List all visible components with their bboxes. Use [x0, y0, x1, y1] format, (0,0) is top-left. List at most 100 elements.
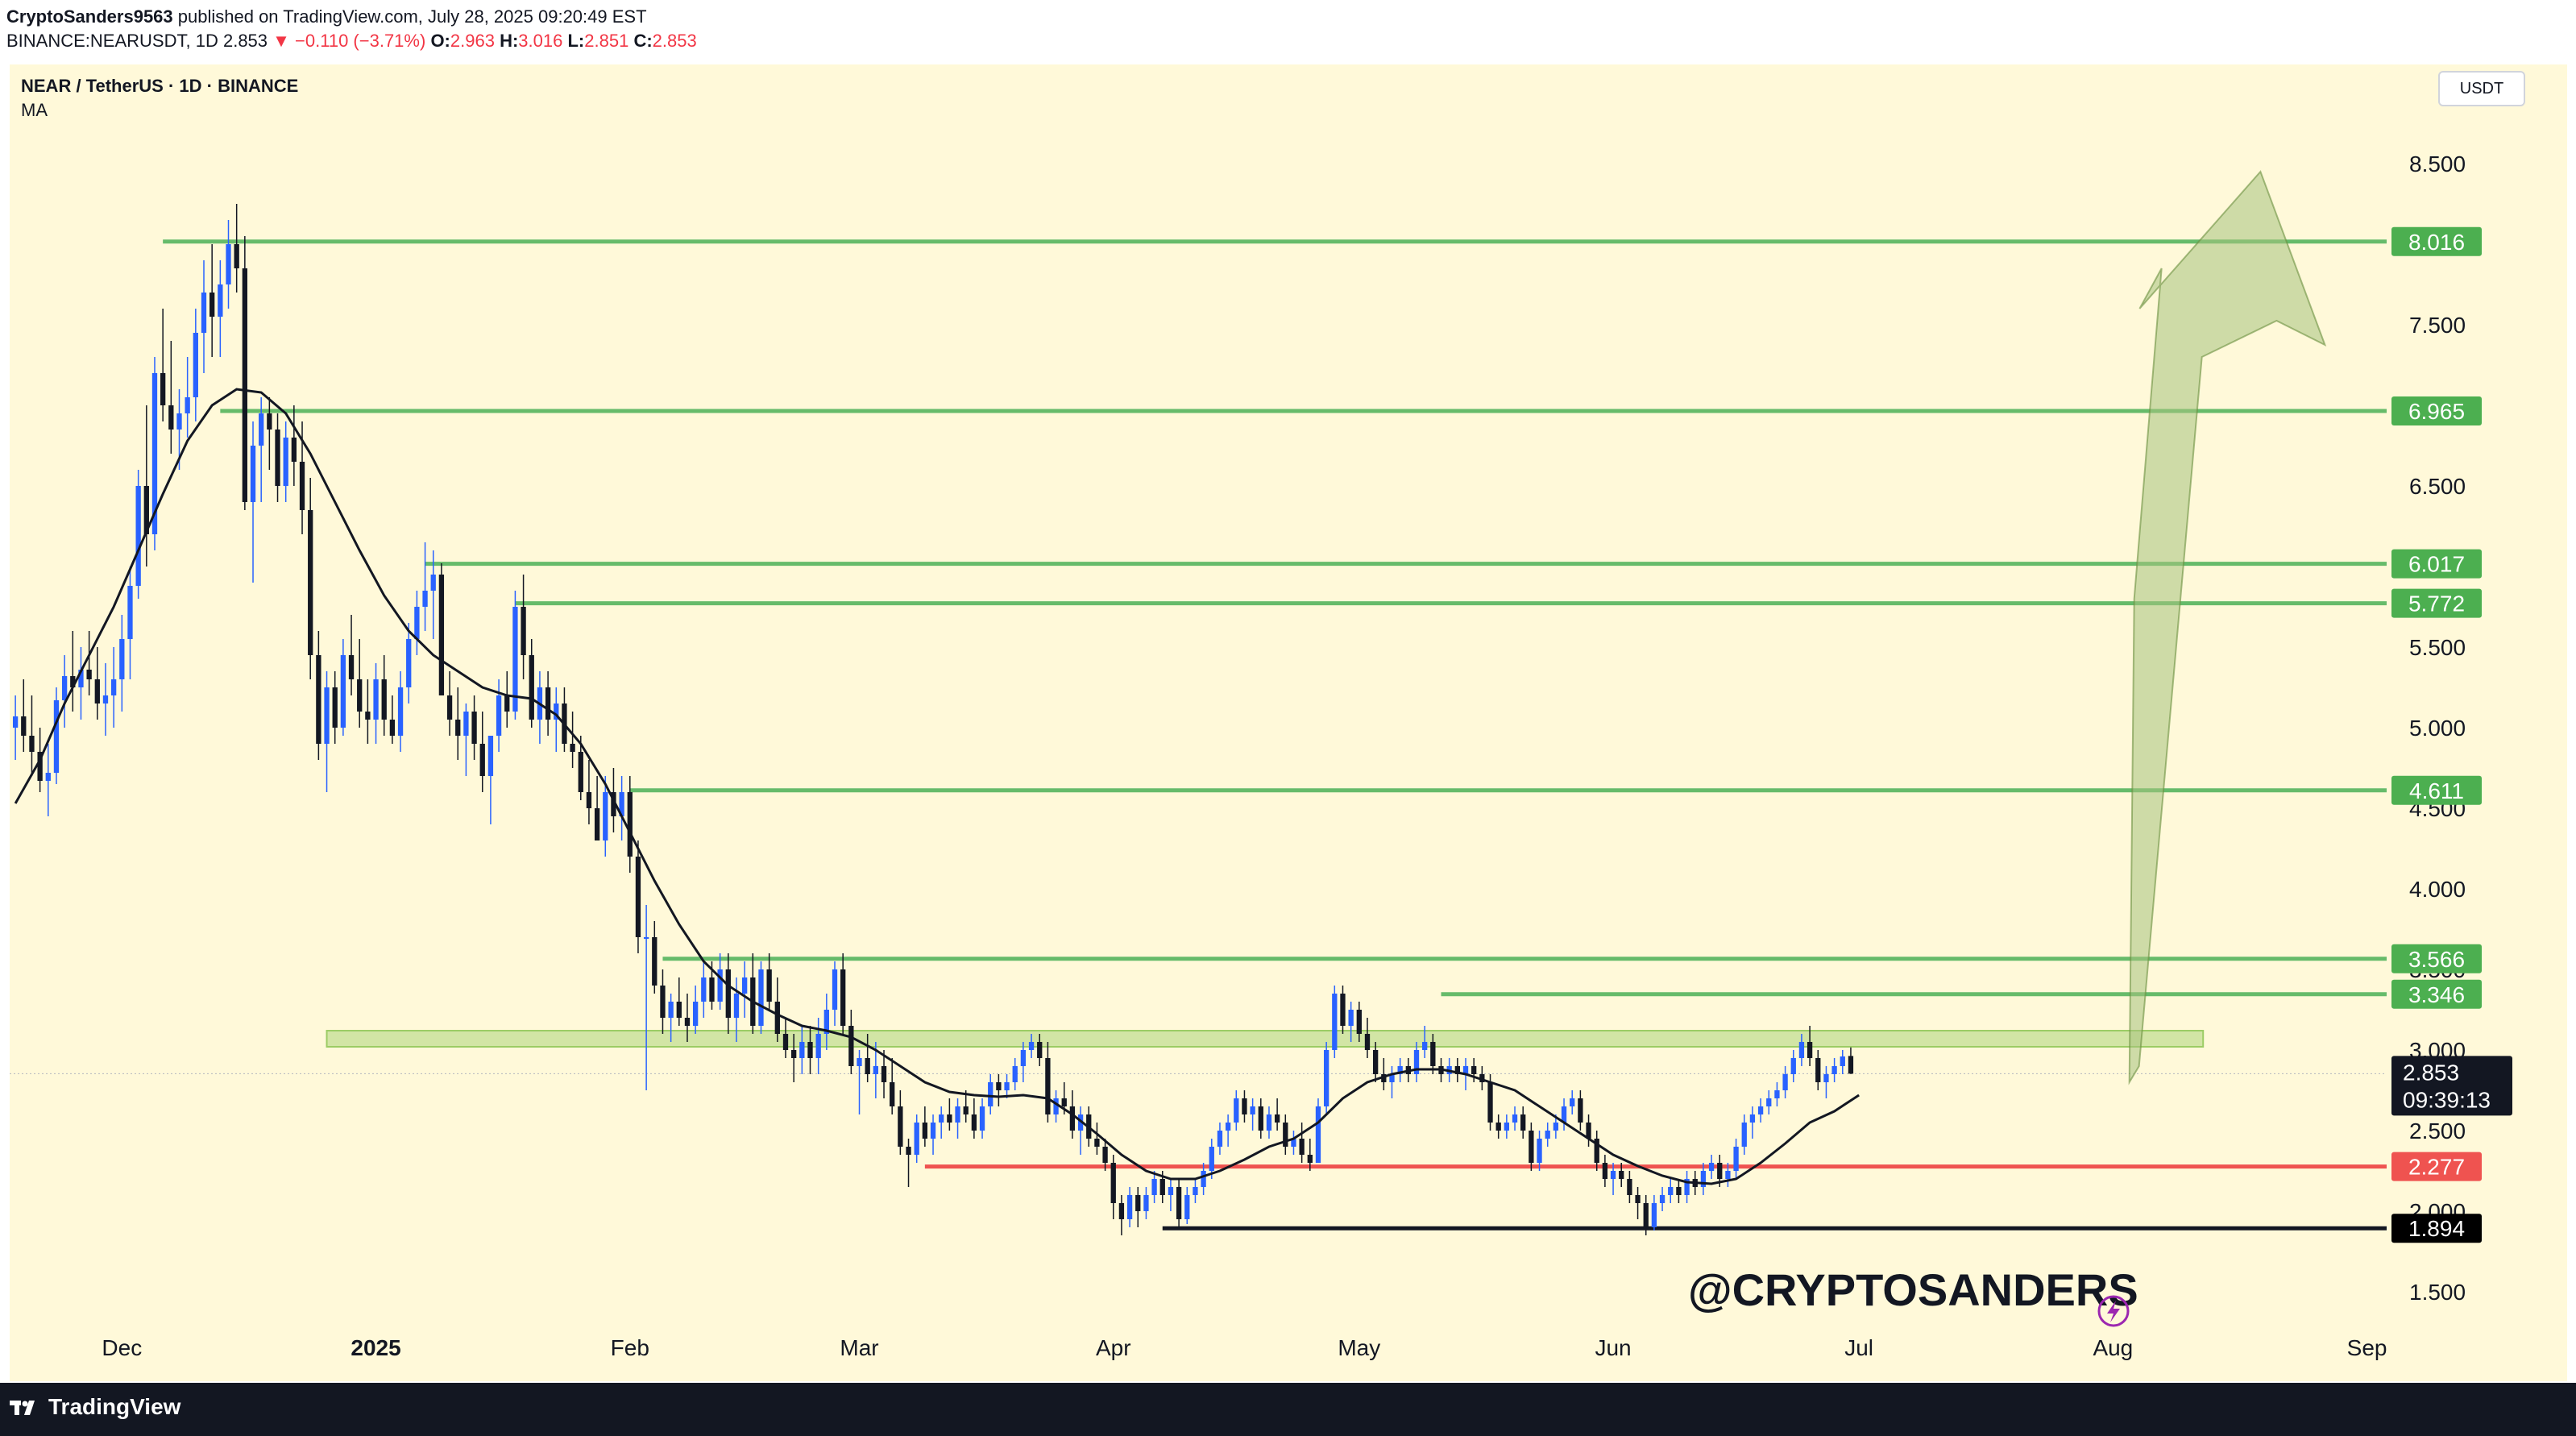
candle-body[interactable] [1364, 1034, 1371, 1050]
candle-body[interactable] [823, 1010, 829, 1034]
candle-body[interactable] [37, 752, 43, 781]
candle-body[interactable] [1225, 1123, 1231, 1131]
candle-body[interactable] [865, 1058, 870, 1074]
candle-body[interactable] [1586, 1123, 1591, 1139]
candle-body[interactable] [914, 1123, 919, 1155]
candle-body[interactable] [1135, 1195, 1141, 1211]
candle-body[interactable] [176, 413, 182, 430]
candle-body[interactable] [578, 752, 583, 792]
candle-body[interactable] [504, 695, 510, 712]
candle-body[interactable] [234, 244, 239, 268]
candle-body[interactable] [857, 1058, 862, 1066]
candle-body[interactable] [406, 639, 412, 687]
candle-body[interactable] [1258, 1106, 1263, 1131]
candle-body[interactable] [1815, 1058, 1821, 1082]
candle-body[interactable] [603, 792, 608, 840]
candle-body[interactable] [554, 703, 559, 720]
candle-body[interactable] [496, 695, 502, 736]
candle-body[interactable] [1340, 994, 1346, 1026]
candle-body[interactable] [422, 591, 428, 607]
candle-body[interactable] [1184, 1195, 1190, 1219]
candle-body[interactable] [1717, 1163, 1723, 1179]
candle-body[interactable] [1053, 1098, 1059, 1114]
candle-body[interactable] [1266, 1114, 1272, 1131]
candle-body[interactable] [1037, 1042, 1043, 1058]
tradingview-logo[interactable]: TradingView [10, 1394, 180, 1420]
candle-body[interactable] [725, 969, 731, 1018]
resistance-zone[interactable] [326, 1030, 2205, 1048]
candle-body[interactable] [110, 679, 117, 695]
candle-body[interactable] [381, 679, 387, 720]
candle-body[interactable] [1504, 1123, 1510, 1131]
candle-body[interactable] [1479, 1074, 1485, 1082]
candle-body[interactable] [1381, 1074, 1387, 1082]
candle-body[interactable] [1454, 1066, 1460, 1074]
candle-body[interactable] [340, 655, 346, 728]
candle-body[interactable] [660, 986, 666, 1018]
candle-body[interactable] [1315, 1106, 1321, 1163]
candle-body[interactable] [1643, 1203, 1649, 1227]
candle-body[interactable] [1012, 1066, 1018, 1082]
candle-body[interactable] [1520, 1114, 1526, 1131]
candle-body[interactable] [1725, 1171, 1731, 1179]
candle-body[interactable] [922, 1123, 928, 1139]
candle-body[interactable] [201, 293, 207, 333]
candle-body[interactable] [185, 397, 190, 413]
candle-body[interactable] [78, 670, 84, 687]
candle-body[interactable] [250, 446, 256, 502]
candle-body[interactable] [1774, 1090, 1780, 1098]
candle-body[interactable] [1668, 1187, 1674, 1195]
candle-body[interactable] [996, 1082, 1002, 1090]
candle-body[interactable] [1602, 1163, 1608, 1179]
candle-body[interactable] [1578, 1098, 1583, 1123]
candle-body[interactable] [1651, 1203, 1657, 1227]
candle-body[interactable] [127, 586, 133, 639]
candle-body[interactable] [94, 679, 100, 703]
author-name[interactable]: CryptoSanders9563 [6, 6, 173, 27]
candle-body[interactable] [397, 687, 404, 736]
candle-body[interactable] [365, 712, 371, 720]
candle-body[interactable] [930, 1123, 936, 1139]
candle-body[interactable] [226, 244, 231, 284]
candle-body[interactable] [676, 1002, 682, 1018]
candle-body[interactable] [1217, 1131, 1223, 1147]
candle-body[interactable] [512, 607, 518, 712]
candle-body[interactable] [1397, 1066, 1403, 1074]
candle-body[interactable] [799, 1042, 805, 1058]
candle-body[interactable] [1430, 1042, 1436, 1066]
candle-body[interactable] [1553, 1123, 1559, 1131]
candle-body[interactable] [1159, 1179, 1165, 1195]
candle-body[interactable] [684, 1018, 691, 1026]
candle-body[interactable] [652, 937, 657, 986]
candle-body[interactable] [1094, 1139, 1100, 1147]
candle-body[interactable] [1495, 1123, 1501, 1131]
candle-body[interactable] [668, 1002, 674, 1018]
candle-body[interactable] [1471, 1066, 1477, 1074]
candle-body[interactable] [1102, 1147, 1108, 1163]
candle-body[interactable] [446, 695, 453, 720]
candle-body[interactable] [1234, 1098, 1239, 1123]
candle-body[interactable] [267, 413, 272, 430]
candle-body[interactable] [545, 687, 551, 720]
candle-body[interactable] [471, 712, 477, 744]
candle-body[interactable] [643, 937, 649, 939]
candle-body[interactable] [275, 430, 280, 486]
candle-body[interactable] [1020, 1050, 1027, 1066]
candle-body[interactable] [389, 720, 396, 736]
candle-body[interactable] [291, 438, 297, 462]
candle-body[interactable] [119, 639, 125, 679]
candle-body[interactable] [1831, 1066, 1837, 1074]
candle-body[interactable] [1757, 1106, 1764, 1114]
candle-body[interactable] [218, 284, 223, 317]
candle-body[interactable] [242, 268, 247, 502]
candle-body[interactable] [1193, 1187, 1198, 1195]
candle-body[interactable] [308, 510, 313, 655]
candle-body[interactable] [1413, 1050, 1420, 1074]
candle-body[interactable] [1512, 1114, 1518, 1123]
candle-body[interactable] [1373, 1050, 1379, 1074]
candle-body[interactable] [692, 1002, 699, 1026]
candle-body[interactable] [283, 438, 288, 486]
candle-body[interactable] [1462, 1066, 1469, 1074]
candle-body[interactable] [619, 792, 624, 816]
candle-body[interactable] [1028, 1042, 1035, 1050]
